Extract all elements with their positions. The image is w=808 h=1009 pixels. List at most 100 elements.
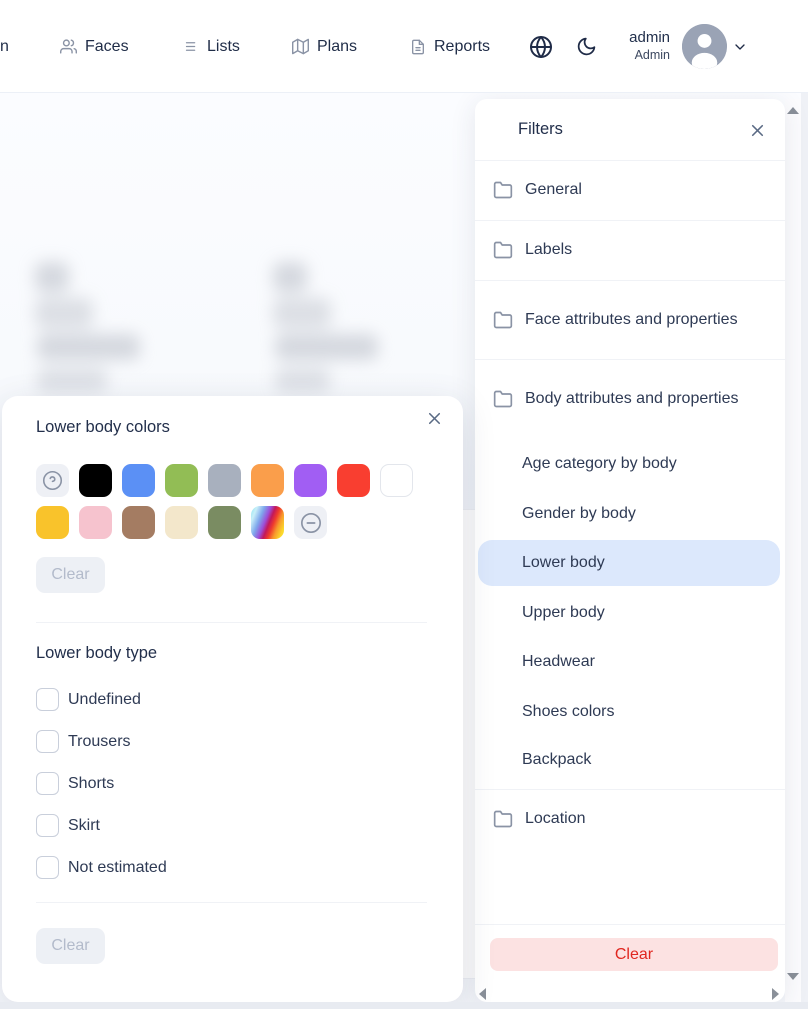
users-icon xyxy=(60,39,77,54)
filter-group-label: General xyxy=(525,181,582,199)
popup-title: Lower body colors xyxy=(36,418,170,436)
filter-group-label: Labels xyxy=(525,241,573,259)
filter-subitem-upper-body[interactable]: Upper body xyxy=(475,588,785,638)
checkbox-skirt[interactable] xyxy=(36,814,59,837)
divider xyxy=(475,160,785,161)
filters-close-button[interactable] xyxy=(747,120,767,140)
filter-subitem-label: Lower body xyxy=(522,554,605,571)
list-icon xyxy=(185,42,196,51)
nav-item-plans[interactable]: Plans xyxy=(292,0,357,93)
color-swatch-pink[interactable] xyxy=(79,506,112,539)
popup-close-button[interactable] xyxy=(424,408,444,428)
filter-subitem-lower-body[interactable]: Lower body xyxy=(478,540,780,586)
color-swatch-yellow[interactable] xyxy=(36,506,69,539)
type-option-skirt[interactable]: Skirt xyxy=(36,814,100,837)
checkbox-label: Not estimated xyxy=(68,858,167,876)
avatar[interactable] xyxy=(682,24,727,69)
color-swatch-olive[interactable] xyxy=(208,506,241,539)
theme-toggle-button[interactable] xyxy=(576,0,597,93)
filters-title: Filters xyxy=(518,120,563,138)
horizontal-scrollbar[interactable] xyxy=(475,985,785,1002)
color-swatch-white[interactable] xyxy=(380,464,413,497)
filter-subitem-headwear[interactable]: Headwear xyxy=(475,637,785,687)
filter-subitem-label: Upper body xyxy=(522,604,605,621)
nav-item-partial[interactable]: n xyxy=(0,37,9,55)
filter-group-label: Location xyxy=(525,810,586,828)
globe-icon xyxy=(530,35,552,58)
divider xyxy=(475,789,785,790)
user-menu-button[interactable] xyxy=(732,0,748,93)
filter-group-face-attributes[interactable]: Face attributes and properties xyxy=(475,280,785,359)
scroll-down-arrow-icon[interactable] xyxy=(787,973,799,980)
color-swatch-blue[interactable] xyxy=(122,464,155,497)
filter-group-labels[interactable]: Labels xyxy=(475,220,785,280)
avatar-person-icon xyxy=(682,24,727,69)
nav-item-faces[interactable]: Faces xyxy=(60,0,129,93)
filter-subitem-age-category[interactable]: Age category by body xyxy=(475,439,785,489)
color-swatch-red[interactable] xyxy=(337,464,370,497)
color-swatch-any[interactable] xyxy=(36,464,69,497)
filter-group-label: Face attributes and properties xyxy=(525,310,738,328)
type-option-shorts[interactable]: Shorts xyxy=(36,772,114,795)
folder-icon xyxy=(493,181,513,199)
chevron-down-icon xyxy=(735,43,745,50)
color-swatch-brown[interactable] xyxy=(122,506,155,539)
scroll-left-arrow-icon[interactable] xyxy=(479,988,486,1000)
filter-group-general[interactable]: General xyxy=(475,160,785,220)
color-swatch-beige[interactable] xyxy=(165,506,198,539)
folder-icon xyxy=(493,241,513,259)
filter-subitem-label: Age category by body xyxy=(522,455,677,472)
user-info: admin Admin xyxy=(596,0,670,93)
checkbox-label: Skirt xyxy=(68,816,100,834)
map-icon xyxy=(292,38,309,55)
folder-icon xyxy=(493,311,513,328)
color-swatch-not-estimated[interactable] xyxy=(294,506,327,539)
color-swatch-black[interactable] xyxy=(79,464,112,497)
filter-group-location[interactable]: Location xyxy=(475,789,785,849)
color-swatch-orange[interactable] xyxy=(251,464,284,497)
color-swatch-purple[interactable] xyxy=(294,464,327,497)
divider xyxy=(36,902,427,903)
checkbox-shorts[interactable] xyxy=(36,772,59,795)
filter-subitem-shoes-colors[interactable]: Shoes colors xyxy=(475,687,785,737)
top-navbar: n Faces Lists Plans Reports admin Admin xyxy=(0,0,808,93)
type-option-not-estimated[interactable]: Not estimated xyxy=(36,856,167,879)
filter-group-label: Body attributes and properties xyxy=(525,390,739,408)
nav-item-lists[interactable]: Lists xyxy=(184,0,240,93)
color-swatch-grid xyxy=(36,464,416,539)
nav-item-reports[interactable]: Reports xyxy=(410,0,490,93)
vertical-scrollbar[interactable] xyxy=(785,99,801,1002)
colors-clear-button[interactable]: Clear xyxy=(36,557,105,593)
divider xyxy=(475,359,785,360)
filter-subitem-gender[interactable]: Gender by body xyxy=(475,489,785,539)
checkbox-trousers[interactable] xyxy=(36,730,59,753)
color-swatch-multicolor[interactable] xyxy=(251,506,284,539)
language-button[interactable] xyxy=(529,0,553,93)
divider xyxy=(475,220,785,221)
filter-subitem-label: Headwear xyxy=(522,653,595,670)
lower-body-colors-popup: Lower body colors Clear Lower xyxy=(2,396,463,1002)
close-icon xyxy=(428,412,440,424)
nav-item-label: Faces xyxy=(85,37,129,55)
page-bottom-edge xyxy=(0,1002,808,1009)
user-role: Admin xyxy=(634,48,670,63)
minus-circle-icon xyxy=(300,512,321,533)
color-swatch-gray[interactable] xyxy=(208,464,241,497)
filter-subitem-backpack[interactable]: Backpack xyxy=(475,736,785,784)
type-option-undefined[interactable]: Undefined xyxy=(36,688,141,711)
help-circle-icon xyxy=(42,470,63,491)
type-option-trousers[interactable]: Trousers xyxy=(36,730,131,753)
filters-clear-button[interactable]: Clear xyxy=(490,938,778,971)
divider xyxy=(475,924,785,925)
scroll-up-arrow-icon[interactable] xyxy=(787,107,799,114)
scroll-right-arrow-icon[interactable] xyxy=(772,988,779,1000)
filter-subitem-label: Gender by body xyxy=(522,505,636,522)
color-swatch-green[interactable] xyxy=(165,464,198,497)
checkbox-undefined[interactable] xyxy=(36,688,59,711)
checkbox-not-estimated[interactable] xyxy=(36,856,59,879)
type-clear-button[interactable]: Clear xyxy=(36,928,105,964)
filter-group-body-attributes[interactable]: Body attributes and properties xyxy=(475,359,785,439)
checkbox-label: Undefined xyxy=(68,690,141,708)
checkbox-label: Shorts xyxy=(68,774,115,792)
